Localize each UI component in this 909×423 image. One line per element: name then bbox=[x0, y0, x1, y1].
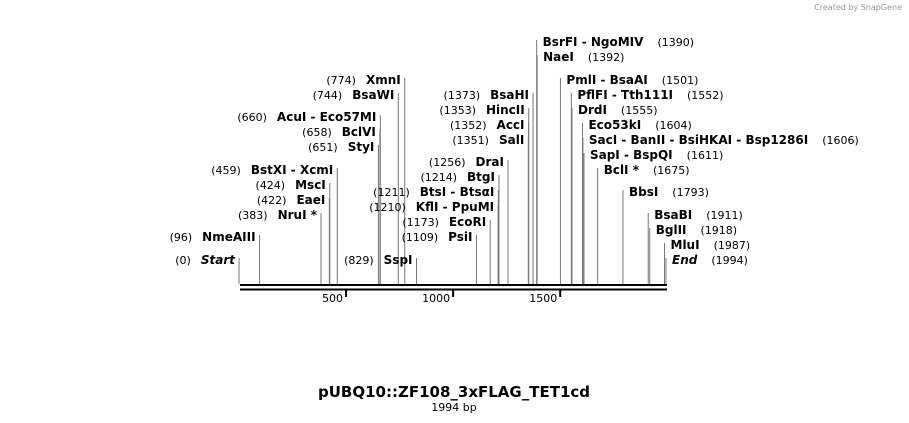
site-position: (1373) bbox=[444, 89, 481, 102]
site-name: DraI bbox=[476, 155, 504, 169]
site-position: (1604) bbox=[655, 119, 692, 132]
site-name: PmlI - BsaAI bbox=[566, 73, 647, 87]
site-name: BclI * bbox=[604, 163, 640, 177]
site-name: NaeI bbox=[543, 50, 574, 64]
site-position: (1109) bbox=[402, 231, 439, 244]
tick-label: 500 bbox=[322, 292, 343, 305]
site-position: (774) bbox=[326, 74, 356, 87]
site-name: BsaWI bbox=[352, 88, 394, 102]
tick-label: 1000 bbox=[422, 292, 450, 305]
site-name: BsaHI bbox=[490, 88, 529, 102]
site-position: (1793) bbox=[672, 186, 709, 199]
site-position: (1351) bbox=[452, 134, 489, 147]
site-position: (422) bbox=[257, 194, 287, 207]
title: pUBQ10::ZF108_3xFLAG_TET1cd bbox=[318, 383, 590, 401]
site-name: BtgI bbox=[467, 170, 495, 184]
site-name: BbsI bbox=[629, 185, 658, 199]
site-position: (660) bbox=[237, 111, 267, 124]
site-name: EcoRI bbox=[449, 215, 486, 229]
site-name: KflI - PpuMI bbox=[416, 200, 494, 214]
site-name: SspI bbox=[384, 253, 413, 267]
site-position: (1390) bbox=[657, 36, 694, 49]
site-position: (1210) bbox=[369, 201, 406, 214]
site-name: MluI bbox=[671, 238, 700, 252]
site-position: (0) bbox=[175, 254, 191, 267]
site-name: PsiI bbox=[448, 230, 472, 244]
site-position: (1352) bbox=[450, 119, 487, 132]
site-position: (1392) bbox=[588, 51, 625, 64]
site-name: NmeAIII bbox=[202, 230, 255, 244]
site-position: (1501) bbox=[662, 74, 699, 87]
site-name: StyI bbox=[348, 140, 375, 154]
site-position: (1256) bbox=[429, 156, 466, 169]
site-position: (651) bbox=[308, 141, 338, 154]
site-position: (744) bbox=[313, 89, 343, 102]
watermark: Created by SnapGene bbox=[814, 3, 902, 12]
site-name: SapI - BspQI bbox=[590, 148, 673, 162]
site-name: DrdI bbox=[578, 103, 607, 117]
site-position: (1211) bbox=[373, 186, 410, 199]
site-position: (1606) bbox=[822, 134, 859, 147]
site-position: (1918) bbox=[701, 224, 738, 237]
site-name: BsaBI bbox=[654, 208, 692, 222]
site-name: XmnI bbox=[366, 73, 401, 87]
tick-label: 1500 bbox=[529, 292, 557, 305]
site-name: PflFI - Tth111I bbox=[577, 88, 673, 102]
site-position: (383) bbox=[238, 209, 268, 222]
site-position: (829) bbox=[344, 254, 374, 267]
site-name: Eco53kI bbox=[588, 118, 641, 132]
site-position: (459) bbox=[211, 164, 241, 177]
site-position: (1173) bbox=[402, 216, 439, 229]
site-name: BstXI - XcmI bbox=[251, 163, 333, 177]
site-position: (1214) bbox=[420, 171, 457, 184]
site-name: MscI bbox=[295, 178, 326, 192]
site-name: End bbox=[672, 253, 698, 267]
site-position: (1611) bbox=[687, 149, 724, 162]
site-name: BsrFI - NgoMIV bbox=[543, 35, 644, 49]
site-position: (1555) bbox=[621, 104, 658, 117]
site-position: (1987) bbox=[714, 239, 751, 252]
subtitle: 1994 bp bbox=[431, 401, 476, 414]
site-name: NruI * bbox=[278, 208, 318, 222]
site-name: Start bbox=[201, 253, 236, 267]
site-name: AcuI - Eco57MI bbox=[277, 110, 376, 124]
site-name: BglII bbox=[656, 223, 687, 237]
site-name: BtsI - BtsαI bbox=[420, 185, 495, 199]
site-position: (1353) bbox=[439, 104, 476, 117]
site-position: (96) bbox=[170, 231, 193, 244]
site-name: HincII bbox=[486, 103, 525, 117]
site-position: (658) bbox=[302, 126, 332, 139]
site-position: (424) bbox=[256, 179, 286, 192]
site-position: (1675) bbox=[653, 164, 690, 177]
site-position: (1552) bbox=[687, 89, 724, 102]
site-name: AccI bbox=[497, 118, 525, 132]
site-name: SacI - BanII - BsiHKAI - Bsp1286I bbox=[589, 133, 808, 147]
site-name: SalI bbox=[499, 133, 524, 147]
site-position: (1911) bbox=[706, 209, 743, 222]
site-name: BclVI bbox=[342, 125, 376, 139]
site-position: (1994) bbox=[711, 254, 748, 267]
site-name: EaeI bbox=[296, 193, 325, 207]
